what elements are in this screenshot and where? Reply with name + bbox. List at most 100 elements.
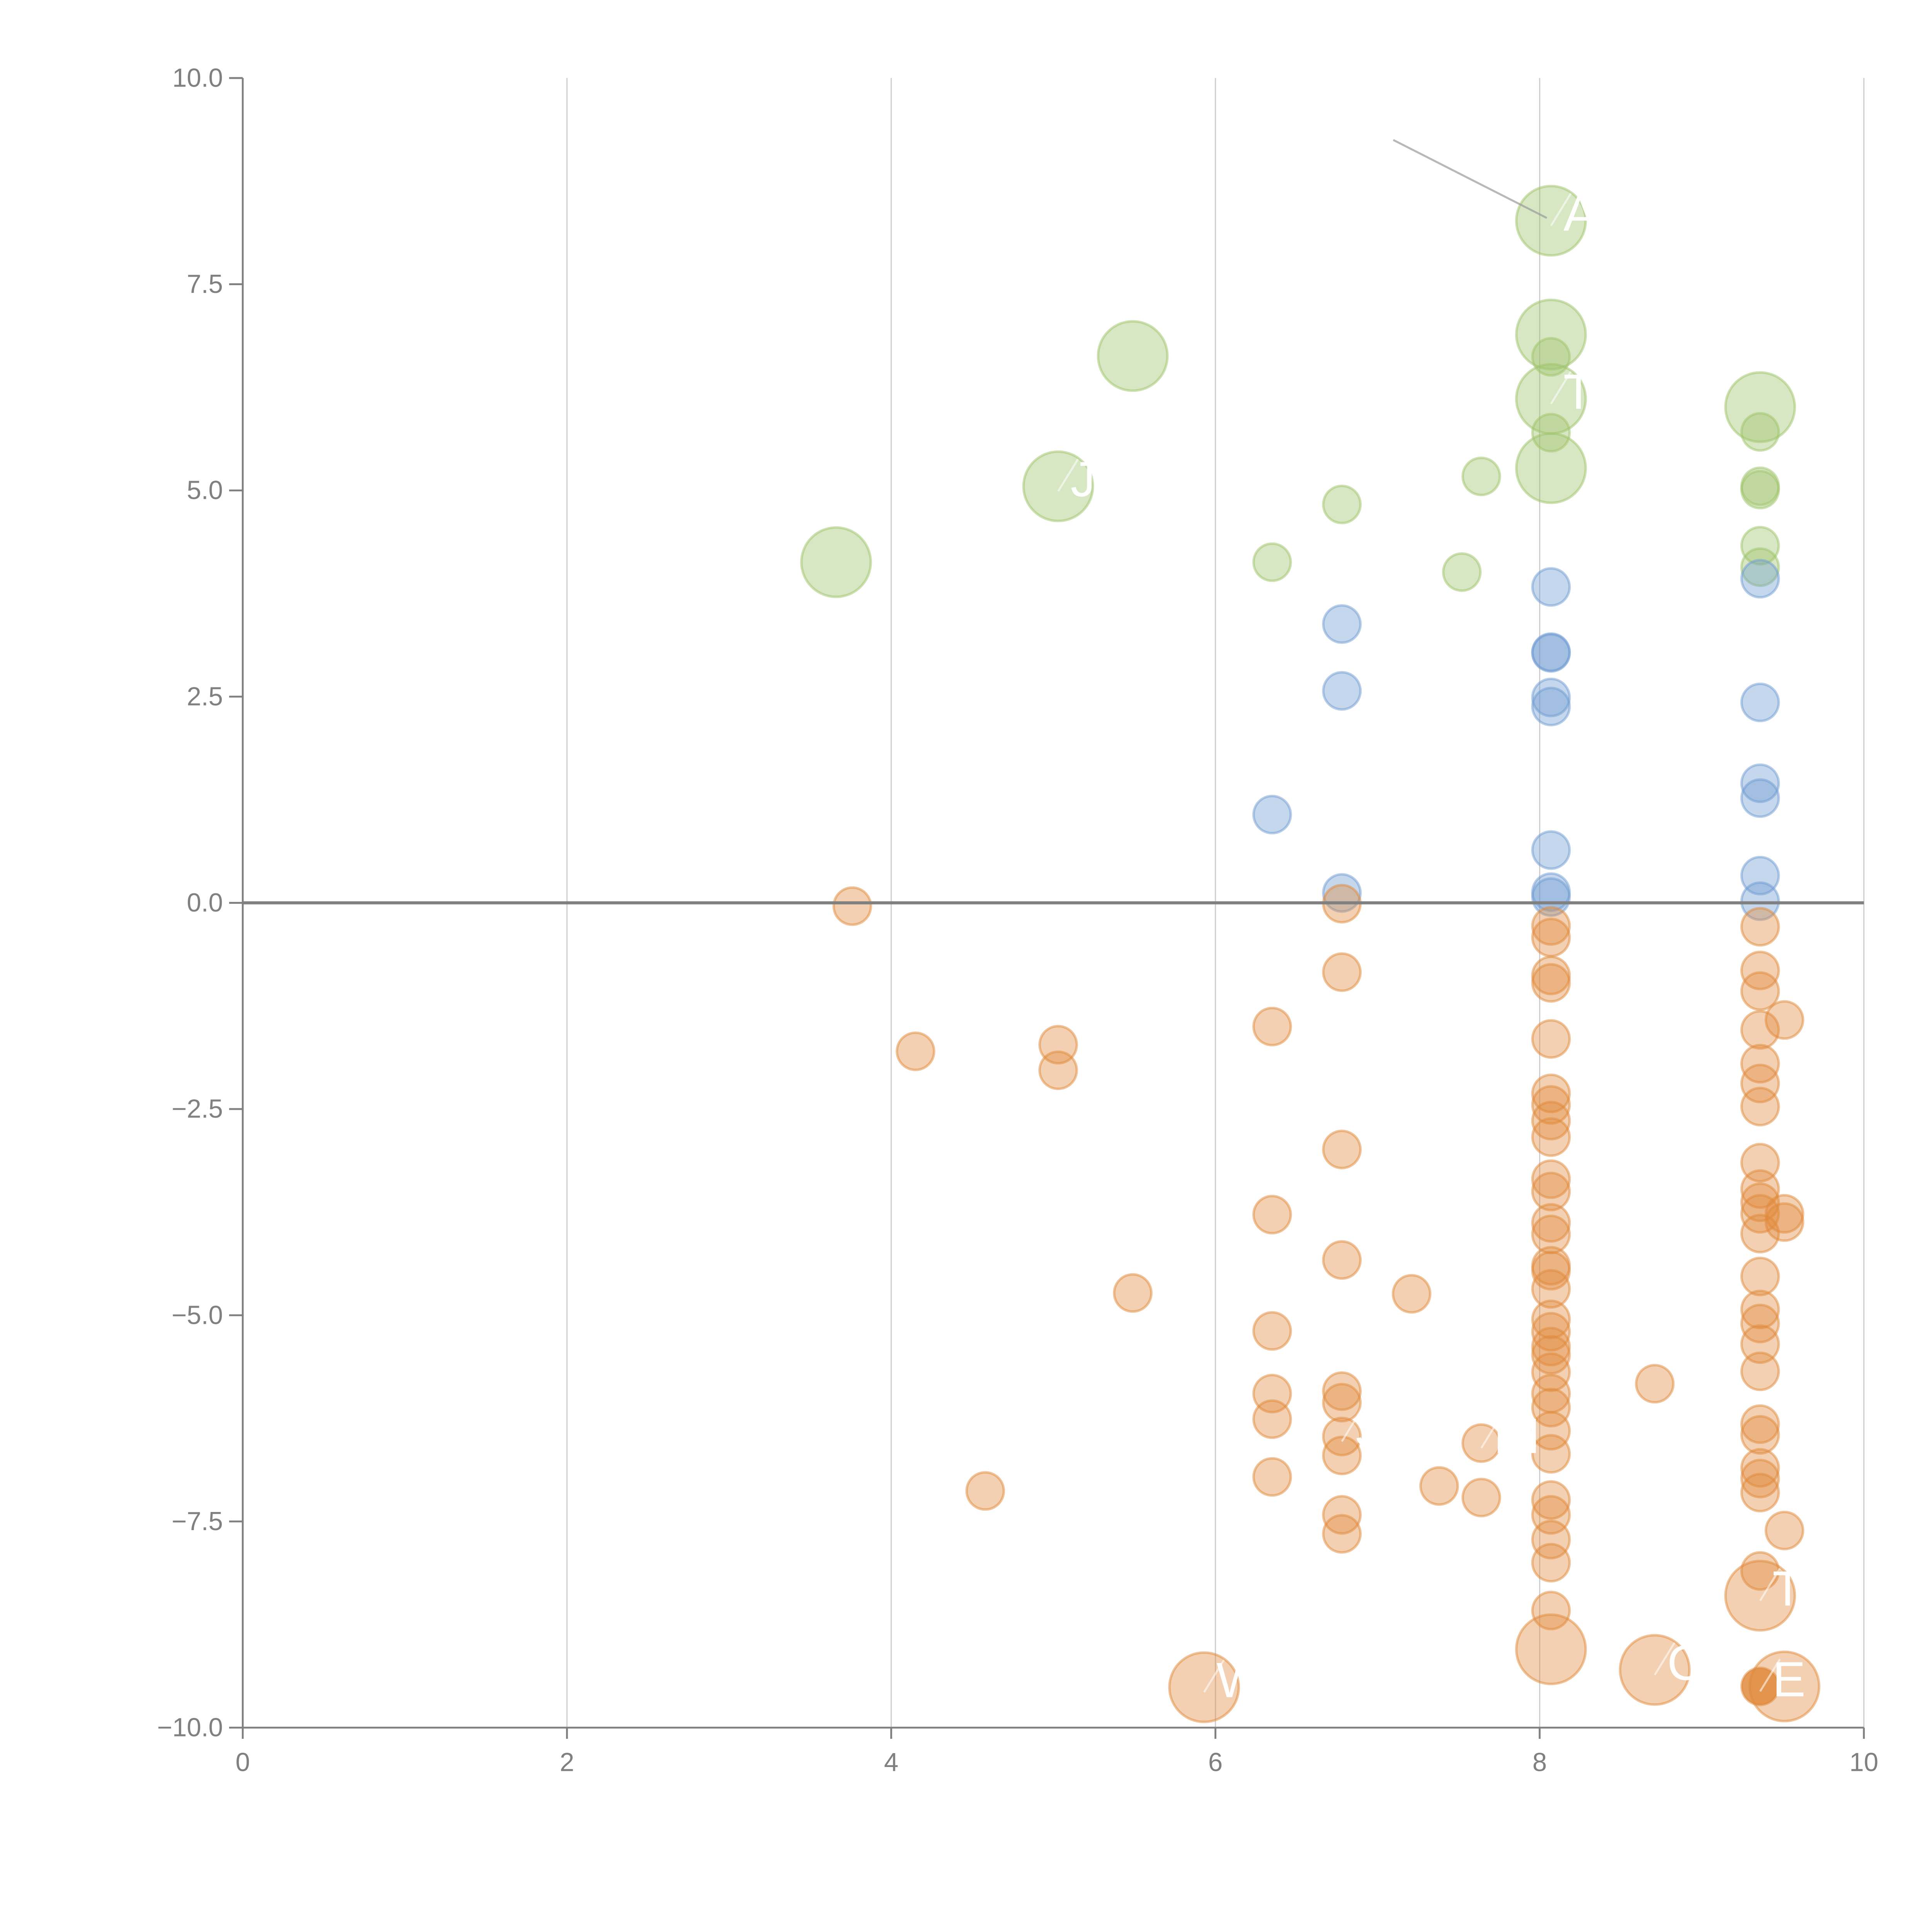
data-point-green [1531,413,1571,453]
data-point-orange [1740,1257,1780,1296]
point-label: E [1772,1652,1806,1707]
label-leader-line [1341,1408,1363,1442]
data-point-orange [1531,1117,1571,1157]
data-point-orange [1619,1634,1691,1706]
data-point-blue [1740,763,1780,803]
y-tick-label: 5.0 [187,476,223,505]
label-leader-line [1654,1642,1675,1675]
y-tick-label: −10.0 [157,1713,223,1742]
data-point-orange [1531,906,1571,946]
data-point-green [1740,412,1780,452]
data-point-orange [1740,1459,1780,1498]
data-point-green [800,526,872,598]
data-point-orange [1531,1590,1571,1631]
data-point-orange [1740,1473,1780,1513]
data-point-orange [1531,1543,1571,1583]
data-point-orange [1322,952,1362,992]
data-point-orange [1113,1273,1153,1313]
data-point-blue [1531,877,1571,917]
data-point-orange [896,1031,935,1071]
y-axis-ticks: 10.0 7.5 5.0 2.5 0.0 −2.5 −5.0 −7.5 −10.0 [157,63,243,1742]
data-point-orange [1322,1435,1362,1476]
data-point-green [1515,432,1587,504]
y-tick-label: −2.5 [172,1095,223,1124]
data-point-orange [1322,1383,1362,1423]
data-point-green [1515,185,1587,257]
data-point-orange [1740,1324,1780,1364]
data-point-green [1740,469,1780,510]
data-point-orange [1740,1289,1780,1330]
point-label: A [1563,186,1597,242]
data-point-orange [1740,951,1780,990]
data-point-green [1740,526,1780,566]
data-point-orange [1531,1269,1571,1309]
x-tick-label: 4 [884,1748,898,1777]
point-label: S [1354,1402,1388,1457]
data-point-orange [1740,1010,1780,1050]
data-point-orange [1252,1195,1292,1235]
data-point-orange [1322,1514,1362,1554]
data-point-orange [1168,1651,1240,1723]
y-tick-label: 0.0 [187,888,223,917]
data-point-blue [1740,559,1780,599]
data-point-orange [1531,1100,1571,1141]
data-point-orange [1740,1404,1780,1444]
y-tick-label: 10.0 [172,63,223,92]
data-point-blue [1531,633,1571,673]
label-leader-line [1759,1658,1781,1692]
data-point-blue [1322,604,1362,644]
label-leader-line [1550,193,1572,226]
data-point-green [1097,320,1169,392]
data-point-orange [1531,1299,1571,1339]
data-point-orange [832,886,872,926]
data-point-orange [1740,1087,1780,1127]
data-point-orange [1531,1203,1571,1243]
data-point-orange [1038,1050,1078,1090]
data-point-orange [1740,971,1780,1011]
data-point-orange [1461,1478,1501,1517]
y-tick-label: −5.0 [172,1301,223,1330]
data-point-green [1461,456,1501,497]
data-point-orange [1531,1434,1571,1474]
x-axis-ticks: 0 2 4 6 8 10 [235,1728,1878,1777]
point-label: W [1216,1653,1263,1708]
data-point-orange [1252,1311,1292,1351]
data-point-green [1531,337,1571,377]
data-point-orange [1635,1364,1675,1404]
data-point-orange [1515,1613,1587,1685]
data-point-orange [1531,1073,1571,1113]
y-tick-label: −7.5 [172,1507,223,1536]
data-point-orange [1740,907,1780,947]
data-point-orange [1419,1466,1459,1506]
axes [242,78,1864,1729]
point-label: T [1563,364,1594,420]
data-point-orange [1531,1411,1571,1451]
data-point-blue [1322,671,1362,711]
data-point-orange [1531,963,1571,1003]
point-labels: J A T W S PI CA TO E [1057,139,1840,1708]
data-point-green [1322,485,1362,524]
data-points [800,185,1821,1723]
data-point-orange [1322,1129,1362,1170]
point-label: CA [1667,1635,1736,1690]
data-point-orange [1531,1085,1571,1125]
label-leader-line [1203,1659,1225,1693]
data-point-orange [1531,1388,1571,1428]
data-point-orange [1764,1202,1804,1242]
data-point-orange [1740,1415,1780,1455]
data-point-blue [1252,794,1292,835]
data-point-orange [1252,1007,1292,1047]
data-point-orange [1531,1019,1571,1059]
data-point-orange [1531,1172,1571,1211]
data-point-green [1022,450,1094,522]
x-tick-label: 6 [1208,1748,1223,1777]
point-label: PI [1494,1408,1541,1464]
data-point-orange [1740,1351,1780,1391]
data-point-orange [1531,1335,1571,1375]
data-point-blue [1531,687,1571,726]
data-point-blue [1531,830,1571,870]
data-point-orange [1322,1240,1362,1280]
data-point-blue [1531,677,1571,718]
point-label: J [1071,452,1095,507]
